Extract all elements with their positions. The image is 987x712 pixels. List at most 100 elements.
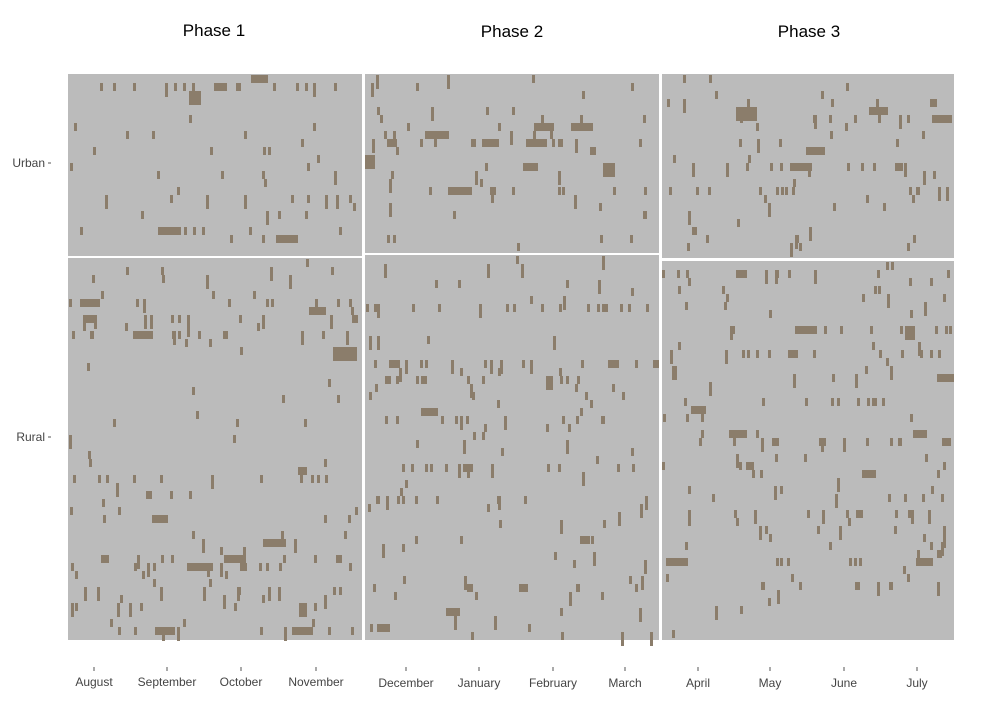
event-mark	[377, 624, 390, 632]
event-mark	[296, 83, 299, 91]
event-mark	[385, 416, 388, 424]
event-mark	[650, 632, 653, 646]
event-mark	[389, 179, 392, 193]
event-mark	[740, 606, 743, 614]
event-mark	[448, 187, 471, 195]
event-mark	[484, 424, 487, 432]
event-mark	[686, 414, 689, 422]
event-mark	[279, 563, 282, 571]
event-mark	[910, 310, 913, 318]
event-mark	[178, 315, 181, 323]
event-mark	[460, 416, 463, 430]
event-mark	[292, 627, 313, 635]
event-mark	[580, 536, 590, 544]
event-mark	[747, 350, 750, 358]
event-mark	[337, 299, 340, 307]
event-mark	[768, 203, 771, 217]
event-mark	[736, 518, 739, 526]
event-mark	[387, 139, 397, 147]
event-mark	[455, 416, 458, 424]
event-mark	[133, 83, 136, 91]
event-mark	[499, 520, 502, 528]
event-mark	[780, 163, 783, 171]
event-mark	[266, 211, 269, 225]
event-mark	[787, 558, 790, 566]
event-mark	[530, 296, 533, 304]
event-mark	[552, 139, 555, 147]
event-mark	[918, 342, 921, 356]
event-mark	[898, 438, 901, 446]
event-mark	[558, 464, 561, 472]
event-mark	[463, 464, 473, 472]
event-mark	[867, 398, 870, 406]
event-mark	[785, 187, 788, 195]
event-mark	[369, 336, 372, 350]
event-mark	[101, 555, 109, 563]
event-mark	[635, 584, 638, 592]
event-mark	[945, 438, 948, 446]
event-mark	[620, 304, 623, 312]
event-mark	[821, 91, 824, 99]
event-mark	[790, 243, 793, 257]
event-mark	[512, 107, 515, 115]
event-mark	[672, 630, 675, 638]
event-mark	[253, 291, 256, 299]
event-mark	[374, 360, 377, 368]
event-mark	[739, 139, 742, 147]
event-mark	[315, 299, 318, 307]
event-mark	[559, 139, 562, 147]
event-mark	[282, 395, 285, 403]
event-mark	[601, 592, 604, 600]
event-mark	[436, 496, 439, 504]
event-mark	[938, 350, 941, 358]
event-mark	[420, 360, 423, 368]
event-mark	[311, 475, 314, 483]
event-mark	[306, 259, 309, 267]
month-label-may: May	[759, 676, 782, 690]
event-mark	[482, 139, 485, 147]
event-mark	[202, 539, 205, 553]
event-mark	[630, 235, 633, 243]
event-mark	[891, 262, 894, 270]
event-mark	[224, 555, 246, 563]
row-label-urban: Urban	[12, 156, 45, 170]
event-mark	[187, 315, 190, 323]
event-mark	[523, 163, 538, 171]
event-mark	[69, 435, 72, 449]
event-mark	[688, 518, 691, 526]
event-mark	[312, 619, 315, 627]
event-mark	[221, 171, 224, 179]
panel-3-rural	[662, 261, 954, 640]
event-mark	[768, 598, 771, 606]
event-mark	[284, 627, 287, 641]
event-mark	[602, 256, 605, 270]
event-mark	[334, 171, 337, 185]
event-mark	[817, 526, 820, 534]
event-mark	[598, 280, 601, 294]
event-mark	[788, 350, 798, 358]
event-mark	[203, 587, 206, 601]
event-mark	[485, 163, 488, 171]
event-mark	[547, 464, 550, 472]
event-mark	[746, 462, 754, 470]
event-mark	[597, 304, 600, 312]
event-mark	[260, 627, 263, 635]
event-mark	[631, 288, 634, 296]
event-mark	[470, 584, 473, 592]
event-mark	[71, 563, 74, 571]
event-mark	[355, 315, 358, 323]
event-mark	[305, 83, 308, 91]
event-mark	[140, 603, 143, 611]
month-label-march: March	[608, 676, 641, 690]
event-mark	[435, 280, 438, 288]
event-mark	[113, 419, 116, 427]
event-mark	[339, 227, 342, 235]
event-mark	[725, 350, 728, 364]
event-mark	[152, 131, 155, 139]
event-mark	[788, 270, 791, 278]
event-mark	[629, 576, 632, 584]
event-mark	[896, 139, 899, 147]
event-mark	[324, 459, 327, 467]
event-mark	[529, 139, 532, 147]
